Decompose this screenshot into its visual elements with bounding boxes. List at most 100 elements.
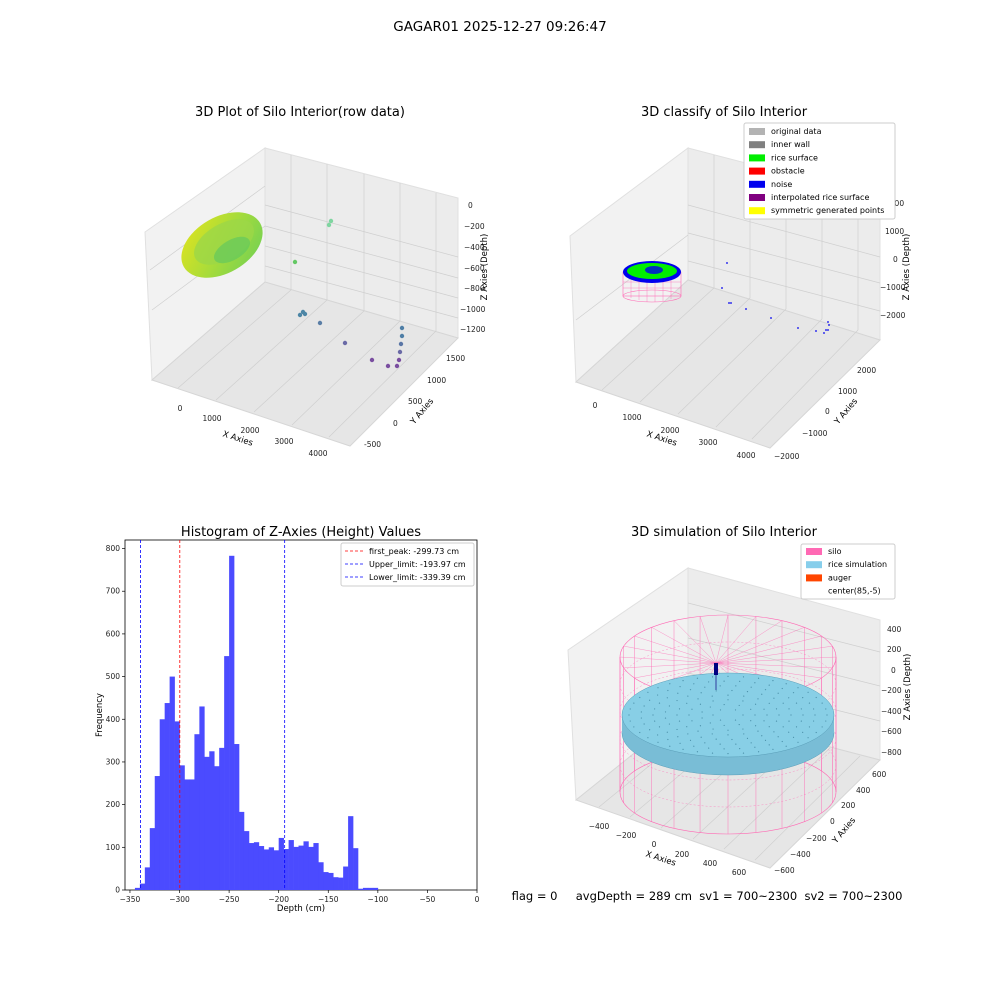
raw-point	[385, 363, 391, 369]
sim-silo-spoke	[623, 662, 717, 669]
sim-silo-spoke	[715, 645, 833, 664]
sim-rice-dot	[668, 705, 671, 707]
sim-rice-dot	[666, 731, 668, 733]
raw-ztick: −1200	[460, 325, 486, 334]
sim-rice-dot	[657, 687, 659, 689]
cls-noise-point	[815, 330, 817, 332]
cls-noise-point	[728, 302, 730, 304]
sim-rice-dot	[657, 734, 659, 736]
sim-rice-dot	[742, 700, 744, 702]
sim-rice-dot	[734, 709, 737, 711]
legend-label: inner wall	[771, 140, 810, 149]
hist-bar	[253, 842, 260, 890]
hist-xtick-label: −100	[368, 895, 389, 904]
legend-label: noise	[771, 180, 792, 189]
sim-rice-dot	[727, 694, 729, 696]
sim-rice-dot	[676, 714, 678, 716]
hist-bar	[362, 887, 369, 890]
sim-rice-dot	[814, 714, 816, 716]
hist-bar	[239, 811, 245, 890]
sim-rice-dot	[754, 725, 757, 727]
sim-rice-dot	[678, 708, 681, 710]
sim-rice-dot	[688, 714, 690, 716]
sim-rice-dot	[711, 752, 714, 754]
sim-ztick: −200	[881, 686, 902, 695]
sim-silo-spoke	[715, 627, 805, 664]
raw-ytick: 1500	[446, 354, 465, 363]
sim-rice-dot	[693, 683, 695, 685]
raw-point	[394, 363, 400, 369]
hist-xtick-label: −350	[120, 895, 141, 904]
sim-rice-dot	[686, 726, 688, 728]
sim-ztick: −600	[881, 727, 902, 736]
hist-bar	[293, 846, 299, 890]
sim-rice-dot	[808, 726, 811, 728]
hist-vlines	[140, 540, 286, 890]
sim-rice-dot	[775, 708, 778, 710]
cls-silo-wire-lines	[623, 276, 681, 302]
sim-x-ticks: −400 −200 0 200 400 600	[589, 822, 747, 877]
sim-rice-dot	[689, 689, 692, 691]
sim-rice-dot	[629, 720, 631, 722]
sim-rice-dot	[750, 720, 752, 722]
cls-ytick: −2000	[774, 452, 800, 461]
sim-rice-dot	[686, 702, 688, 704]
raw-ztick: −600	[464, 264, 485, 273]
sim-silo-spoke	[715, 620, 783, 664]
hist-x-label: Depth (cm)	[277, 904, 325, 914]
sim-silo-spoke	[715, 662, 822, 679]
sim-ytick: 400	[856, 786, 871, 795]
sim-rice-dot	[790, 714, 792, 716]
raw-point	[342, 340, 348, 346]
sim-rice-dot	[731, 689, 733, 692]
raw-ztick: −200	[464, 222, 485, 231]
raw-floor-pane	[151, 281, 459, 447]
raw-point	[396, 357, 402, 363]
sim-rice-dot	[738, 723, 740, 726]
sim-rice-dot	[757, 751, 760, 753]
sim-ytick: 200	[841, 801, 856, 810]
hist-bar	[139, 883, 146, 890]
sim-rice-dot	[712, 700, 714, 702]
sim-rice-dot	[742, 676, 745, 678]
hist-bar	[343, 866, 349, 890]
sim-rice-dots	[628, 675, 828, 755]
sim-xtick: 600	[732, 868, 747, 877]
sim-ztick: 400	[887, 625, 902, 634]
sim-rice-dot	[689, 739, 692, 741]
hist-ytick-label: 300	[106, 757, 121, 766]
hist-bar	[283, 849, 289, 890]
hist-bar	[308, 846, 314, 890]
cls-noise-point	[827, 329, 829, 331]
hist-bar	[258, 846, 265, 890]
sim-rice-dot	[757, 698, 759, 700]
sim-rice-dot	[788, 708, 790, 710]
sim-rice-dot	[739, 748, 741, 750]
legend-swatch	[749, 128, 765, 135]
hist-bar	[164, 703, 170, 890]
sim-rice-dot	[826, 714, 828, 716]
sim-rice-dot	[746, 737, 749, 739]
hist-bar	[263, 849, 270, 890]
raw-point	[297, 312, 303, 318]
raw-xtick: 4000	[308, 449, 327, 458]
sim-rice-dot	[785, 745, 787, 747]
raw-point	[302, 311, 308, 317]
sim-rice-dot	[669, 745, 671, 747]
hist-bar	[353, 848, 359, 890]
legend-label: center(85,-5)	[828, 587, 881, 596]
sim-rice-dot	[754, 682, 756, 684]
sim-rice-dot	[647, 691, 649, 693]
sim-silo-spoke	[623, 645, 717, 664]
sim-rice-dot	[813, 708, 815, 710]
cls-noise-point	[730, 302, 732, 304]
cls-x-ticks: 0 1000 2000 3000 4000	[593, 401, 756, 460]
cls-noise-point	[745, 308, 747, 310]
sim-rice-dot	[778, 714, 780, 716]
hist-bar	[278, 837, 284, 890]
cls-legend-box	[743, 122, 896, 220]
sim-rice-dot	[669, 683, 671, 685]
sim-rice-dot	[639, 696, 641, 699]
sim-rice-dot	[768, 726, 770, 728]
legend-label: obstacle	[771, 167, 805, 176]
